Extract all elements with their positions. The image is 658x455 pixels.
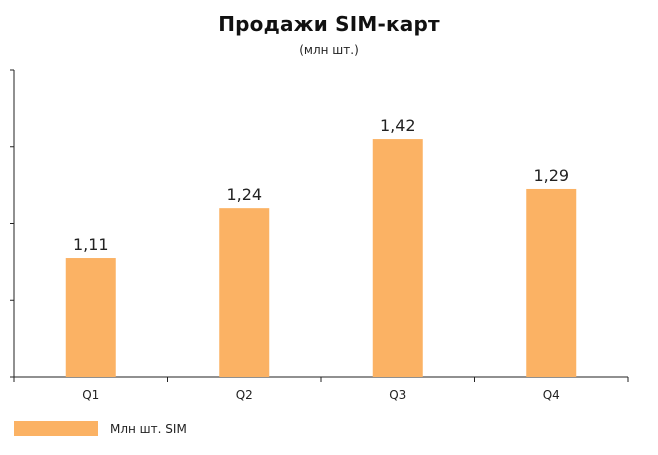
data-label-q3: 1,42 xyxy=(380,116,416,135)
x-tick-label-q3: Q3 xyxy=(389,388,406,402)
legend-label: Млн шт. SIM xyxy=(110,421,187,436)
x-tick-label-q1: Q1 xyxy=(82,388,99,402)
x-tick-label-q2: Q2 xyxy=(236,388,253,402)
legend: Млн шт. SIM xyxy=(14,421,187,436)
data-label-q2: 1,24 xyxy=(226,185,262,204)
x-tick-label-q4: Q4 xyxy=(543,388,560,402)
bar-q1 xyxy=(65,258,116,377)
data-label-q1: 1,11 xyxy=(73,235,109,254)
bar-q2 xyxy=(219,208,270,377)
data-label-q4: 1,29 xyxy=(533,166,569,185)
bar-q3 xyxy=(372,139,423,377)
legend-swatch xyxy=(14,421,98,436)
chart-subtitle: (млн шт.) xyxy=(299,43,359,57)
chart-title: Продажи SIM-карт xyxy=(218,12,440,36)
bar-q4 xyxy=(526,188,577,377)
